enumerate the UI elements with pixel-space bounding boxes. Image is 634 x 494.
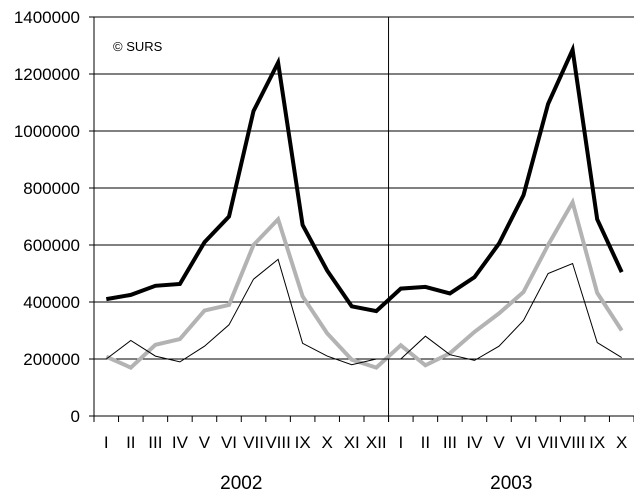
series-line-3 xyxy=(105,258,622,366)
series-line-1 xyxy=(105,42,624,314)
x-tick-label: IV xyxy=(466,433,483,452)
copyright-annotation: © SURS xyxy=(113,39,163,54)
x-tick-label: IV xyxy=(172,433,189,452)
x-tick-label: V xyxy=(493,433,505,452)
y-tick-label: 400000 xyxy=(23,293,80,312)
x-tick-label: X xyxy=(616,433,627,452)
x-tick-label: IX xyxy=(589,433,605,452)
x-tick-label: X xyxy=(322,433,333,452)
tick-labels: 0 200000 400000 600000 800000 1000000 1200000 1… xyxy=(14,8,628,494)
y-tick-label: 800000 xyxy=(23,179,80,198)
series-line-2 xyxy=(105,197,624,370)
x-tick-label: VI xyxy=(221,433,237,452)
y-tick-label: 0 xyxy=(71,407,80,426)
series-lines xyxy=(105,42,624,370)
y-tick-label: 1400000 xyxy=(14,8,80,27)
year-label: 2003 xyxy=(490,473,532,494)
x-tick-label: IX xyxy=(295,433,311,452)
gridlines xyxy=(94,16,634,360)
x-tick-label: VIII xyxy=(560,433,586,452)
x-tick-label: V xyxy=(199,433,211,452)
x-tick-label: I xyxy=(398,433,403,452)
x-tick-label: II xyxy=(421,433,430,452)
y-tick-label: 200000 xyxy=(23,350,80,369)
x-tick-label: III xyxy=(148,433,162,452)
x-tick-label: VI xyxy=(516,433,532,452)
x-tick-label: XI xyxy=(344,433,360,452)
x-tick-label: II xyxy=(126,433,135,452)
y-tick-label: 1200000 xyxy=(14,65,80,84)
x-tick-label: VII xyxy=(243,433,264,452)
x-tick-label: XII xyxy=(366,433,387,452)
x-tick-label: VII xyxy=(538,433,559,452)
x-tick-label: VIII xyxy=(265,433,291,452)
x-tick-label: III xyxy=(443,433,457,452)
x-tick-label: I xyxy=(104,433,109,452)
y-tick-label: 600000 xyxy=(23,236,80,255)
y-tick-label: 1000000 xyxy=(14,122,80,141)
year-label: 2002 xyxy=(220,473,262,494)
